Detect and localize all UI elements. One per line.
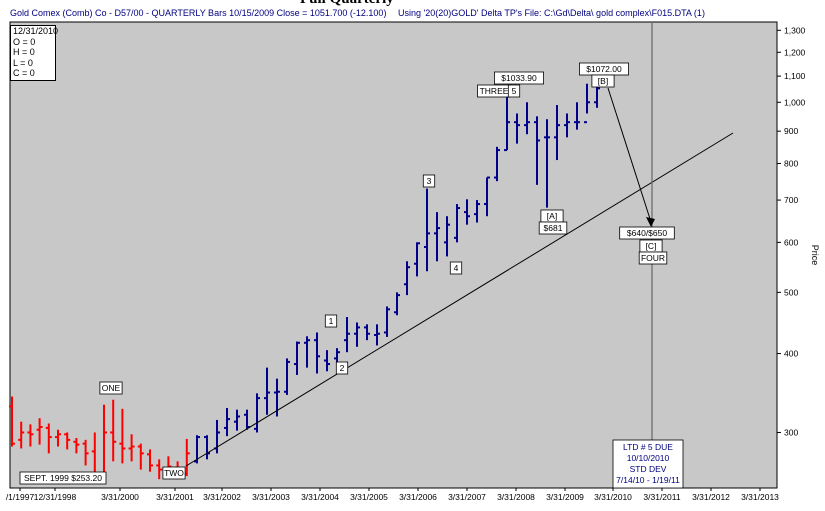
y-tick-label: 1,300 <box>784 25 806 35</box>
x-tick-label: 3/31/2001 <box>156 492 194 502</box>
ltd-line: 10/10/2010 <box>627 453 670 463</box>
sept-label-box <box>19 471 107 485</box>
wave-label-9: [A] <box>547 211 557 221</box>
y-tick-label: 800 <box>784 158 798 168</box>
sept-1999-label: SEPT. 1999 $253.20 <box>24 473 102 483</box>
y-tick-label: 500 <box>784 287 798 297</box>
wave-label-12: [B] <box>598 76 608 86</box>
x-tick-label: 3/31/2007 <box>448 492 486 502</box>
wave-label-13: $640/$650 <box>627 228 667 238</box>
wave-label-11: $1072.00 <box>586 64 622 74</box>
ltd-line: LTD # 5 DUE <box>623 442 673 452</box>
x-tick-label: 3/31/2004 <box>301 492 339 502</box>
wave-label-8-box <box>493 71 544 85</box>
wave-label-1: TWO <box>164 468 184 478</box>
support-trendline <box>185 132 734 467</box>
y-tick-label: 1,100 <box>784 71 806 81</box>
x-tick-label: 3/31/2012 <box>692 492 730 502</box>
x-tick-label: 3/31/2006 <box>399 492 437 502</box>
wave-label-0: ONE <box>102 383 121 393</box>
wave-label-14: [C] <box>646 241 657 251</box>
wave-label-4: 3 <box>427 176 432 186</box>
ltd-line: 7/14/10 - 1/19/11 <box>616 475 680 485</box>
y-tick-label: 900 <box>784 126 798 136</box>
ohlc-high: H = 0 <box>13 47 35 57</box>
wave-label-4-box <box>422 174 436 188</box>
ohlc-readout: 12/31/2010 O = 0 H = 0 L = 0 C = 0 <box>10 25 59 81</box>
wave-label-7: 5 <box>512 86 517 96</box>
file-info: Using '20(20)GOLD' Delta TP's File: C:\G… <box>398 8 705 18</box>
wave-label-1-box <box>162 466 186 480</box>
x-tick-label: /1/1997 <box>6 492 35 502</box>
wave-label-5-box <box>449 261 463 275</box>
x-tick-label: 3/31/2000 <box>101 492 139 502</box>
x-tick-label: 3/31/2011 <box>643 492 680 502</box>
chart-header: Full Quarterly Gold Comex (Comb) Co - D5… <box>0 0 825 22</box>
wave-label-15-box <box>638 251 668 265</box>
wave-label-2: 1 <box>329 316 334 326</box>
projection-arrowhead <box>646 217 655 227</box>
x-tick-label: 3/31/2013 <box>741 492 779 502</box>
x-tick-label: 3/31/2003 <box>252 492 290 502</box>
wave-label-15: FOUR <box>641 253 665 263</box>
ltd-box <box>612 439 684 489</box>
y-tick-label: 1,200 <box>784 47 806 57</box>
x-tick-label: 3/31/2008 <box>497 492 535 502</box>
wave-label-0-box <box>99 381 123 395</box>
wave-label-3: 2 <box>340 363 345 373</box>
ohlc-low: L = 0 <box>13 57 33 68</box>
wave-label-8: $1033.90 <box>501 73 537 83</box>
wave-label-7-box <box>507 84 521 98</box>
y-axis-label: Price <box>810 245 820 266</box>
ohlc-close: C = 0 <box>13 68 35 78</box>
y-tick-label: 300 <box>784 427 798 437</box>
ltd-line: STD DEV <box>630 464 667 474</box>
wave-label-2-box <box>324 314 338 328</box>
wave-label-6: THREE <box>480 86 509 96</box>
wave-label-13-box <box>619 226 675 240</box>
projection-arrow-line <box>607 87 652 223</box>
plot-frame <box>9 21 778 489</box>
instrument-info: Gold Comex (Comb) Co - D57/00 - QUARTERL… <box>10 8 387 18</box>
ohlc-open: O = 0 <box>13 36 36 47</box>
x-tick-label: 3/31/2010 <box>594 492 632 502</box>
wave-label-5: 4 <box>454 263 459 273</box>
wave-label-10-box <box>538 221 568 235</box>
y-tick-label: 400 <box>784 349 798 359</box>
x-tick-label: 3/31/2009 <box>546 492 584 502</box>
y-tick-label: 700 <box>784 195 798 205</box>
x-tick-label: 3/31/2002 <box>203 492 241 502</box>
wave-label-10: $681 <box>544 223 563 233</box>
chart-title: Full Quarterly <box>300 0 394 8</box>
y-tick-label: 1,000 <box>784 97 806 107</box>
wave-label-12-box <box>591 74 615 88</box>
wave-label-3-box <box>335 361 349 375</box>
x-tick-label: 12/31/1998 <box>34 492 77 502</box>
x-tick-label: 3/31/2005 <box>350 492 388 502</box>
y-tick-label: 600 <box>784 237 798 247</box>
ohlc-date: 12/31/2010 <box>13 26 59 36</box>
